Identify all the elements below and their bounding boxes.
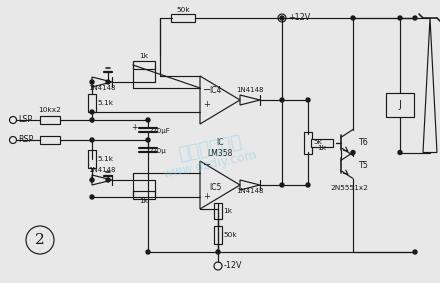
Circle shape: [351, 151, 355, 155]
Text: 50k: 50k: [176, 7, 190, 13]
Circle shape: [413, 250, 417, 254]
Bar: [386, 93, 414, 117]
Text: 1N4148: 1N4148: [88, 85, 116, 91]
Bar: [171, 14, 195, 22]
Text: 1k: 1k: [139, 198, 149, 204]
Circle shape: [146, 250, 150, 254]
Text: 1N4148: 1N4148: [236, 87, 264, 93]
Bar: [40, 136, 60, 144]
Text: 220μF: 220μF: [149, 128, 171, 134]
Circle shape: [146, 138, 150, 142]
Text: www.dzdiy.com: www.dzdiy.com: [161, 149, 258, 181]
Text: 5.1k: 5.1k: [97, 156, 113, 162]
Text: 220μ: 220μ: [149, 148, 167, 154]
Circle shape: [90, 118, 94, 122]
Circle shape: [90, 195, 94, 199]
Text: 10kx2: 10kx2: [39, 107, 62, 113]
Bar: [133, 191, 155, 199]
Circle shape: [106, 178, 110, 182]
Text: T5: T5: [358, 161, 368, 170]
Circle shape: [398, 16, 402, 20]
Circle shape: [90, 178, 94, 182]
Bar: [88, 94, 96, 112]
Circle shape: [306, 183, 310, 187]
Text: 电子制作天地: 电子制作天地: [176, 132, 243, 164]
Text: LSP: LSP: [18, 115, 32, 125]
Circle shape: [413, 16, 417, 20]
Text: IC
LM358: IC LM358: [207, 138, 233, 158]
Text: −: −: [203, 160, 211, 170]
Text: +: +: [203, 100, 210, 109]
Circle shape: [280, 98, 284, 102]
Circle shape: [90, 138, 94, 142]
Bar: [311, 138, 333, 147]
Circle shape: [90, 110, 94, 114]
Text: 2: 2: [35, 233, 45, 247]
Text: 1k: 1k: [139, 53, 149, 59]
Text: -12V: -12V: [224, 261, 242, 271]
Text: IC4: IC4: [209, 86, 221, 95]
Text: IC5: IC5: [209, 183, 221, 192]
Text: J: J: [399, 100, 401, 110]
Text: +12V: +12V: [288, 14, 310, 23]
Text: 2N5551x2: 2N5551x2: [330, 185, 368, 192]
Circle shape: [90, 80, 94, 84]
Bar: [214, 203, 222, 219]
Text: +: +: [203, 192, 210, 201]
Text: 1N4148: 1N4148: [236, 188, 264, 194]
Circle shape: [280, 16, 284, 20]
Text: 5k: 5k: [313, 140, 322, 145]
Bar: [40, 116, 60, 124]
Circle shape: [280, 183, 284, 187]
Bar: [304, 132, 312, 153]
Text: +: +: [132, 123, 138, 132]
Text: 5.1k: 5.1k: [97, 100, 113, 106]
Text: −: −: [203, 85, 211, 95]
Text: 1k: 1k: [318, 145, 326, 151]
Circle shape: [306, 98, 310, 102]
Circle shape: [351, 16, 355, 20]
Text: RSP: RSP: [18, 136, 33, 145]
Bar: [133, 61, 155, 69]
Bar: [88, 150, 96, 168]
Circle shape: [216, 250, 220, 254]
Circle shape: [398, 151, 402, 155]
Text: 1k: 1k: [223, 208, 232, 214]
Circle shape: [146, 118, 150, 122]
Circle shape: [106, 80, 110, 84]
Text: 1N4148: 1N4148: [88, 167, 116, 173]
Text: 50k: 50k: [223, 232, 237, 238]
Text: T6: T6: [358, 138, 368, 147]
Bar: [214, 226, 222, 244]
